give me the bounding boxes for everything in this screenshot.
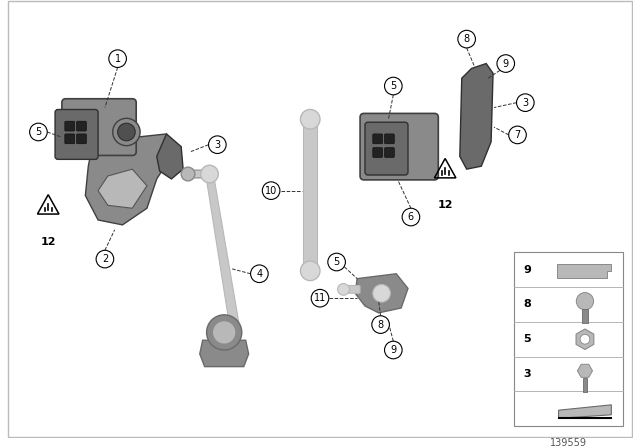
FancyBboxPatch shape [77, 121, 86, 131]
Text: 7: 7 [515, 130, 520, 140]
Circle shape [402, 208, 420, 226]
Text: 8: 8 [378, 319, 383, 330]
Polygon shape [200, 340, 248, 366]
Bar [513, 252, 623, 426]
Polygon shape [157, 134, 183, 179]
Circle shape [580, 334, 590, 344]
Circle shape [207, 315, 242, 350]
Circle shape [509, 126, 526, 144]
Circle shape [96, 250, 114, 268]
Bar [582, 378, 588, 392]
Text: 3: 3 [522, 98, 529, 108]
FancyBboxPatch shape [187, 170, 211, 178]
Circle shape [497, 55, 515, 72]
FancyBboxPatch shape [372, 134, 383, 144]
Circle shape [29, 123, 47, 141]
Text: 5: 5 [524, 334, 531, 344]
Circle shape [212, 321, 236, 344]
Text: 1: 1 [115, 54, 121, 64]
Polygon shape [559, 405, 611, 418]
Text: 11: 11 [314, 293, 326, 303]
Text: 5: 5 [390, 81, 396, 91]
Circle shape [251, 265, 268, 283]
Circle shape [300, 261, 320, 280]
Text: 5: 5 [35, 127, 42, 137]
Circle shape [372, 284, 390, 302]
Circle shape [385, 341, 402, 359]
FancyBboxPatch shape [372, 148, 383, 157]
FancyBboxPatch shape [385, 134, 394, 144]
Bar [582, 309, 588, 323]
Text: 10: 10 [265, 185, 277, 196]
Circle shape [262, 182, 280, 199]
Circle shape [328, 253, 346, 271]
Text: 3: 3 [524, 369, 531, 379]
Circle shape [311, 289, 329, 307]
Circle shape [372, 316, 389, 333]
Polygon shape [557, 264, 611, 278]
FancyBboxPatch shape [65, 121, 75, 131]
Circle shape [109, 50, 127, 68]
Polygon shape [303, 124, 317, 271]
Text: 139559: 139559 [550, 438, 587, 448]
Text: 8: 8 [463, 34, 470, 44]
Circle shape [516, 94, 534, 112]
Circle shape [118, 123, 135, 141]
FancyBboxPatch shape [360, 113, 438, 180]
Text: 12: 12 [437, 200, 453, 211]
FancyBboxPatch shape [342, 285, 360, 293]
Polygon shape [85, 134, 172, 225]
Polygon shape [98, 169, 147, 208]
Polygon shape [460, 64, 493, 169]
Text: 6: 6 [408, 212, 414, 222]
Text: 9: 9 [390, 345, 396, 355]
FancyBboxPatch shape [55, 109, 98, 159]
Polygon shape [577, 364, 593, 377]
Polygon shape [205, 174, 239, 323]
FancyBboxPatch shape [365, 122, 408, 175]
Text: 9: 9 [524, 265, 531, 275]
Circle shape [576, 293, 593, 310]
Circle shape [458, 30, 476, 48]
Circle shape [300, 109, 320, 129]
Text: 4: 4 [257, 269, 262, 279]
Text: 3: 3 [214, 140, 220, 150]
FancyBboxPatch shape [65, 134, 75, 144]
Text: 8: 8 [524, 299, 531, 310]
Polygon shape [576, 329, 594, 349]
Text: 9: 9 [502, 59, 509, 69]
Text: 5: 5 [333, 257, 340, 267]
FancyBboxPatch shape [62, 99, 136, 155]
Polygon shape [355, 274, 408, 313]
FancyBboxPatch shape [385, 148, 394, 157]
FancyBboxPatch shape [77, 134, 86, 144]
Circle shape [209, 136, 226, 154]
Circle shape [181, 167, 195, 181]
Text: 12: 12 [40, 237, 56, 246]
Text: 2: 2 [102, 254, 108, 264]
Circle shape [337, 284, 349, 295]
Circle shape [201, 165, 218, 183]
Circle shape [113, 118, 140, 146]
Circle shape [385, 77, 402, 95]
